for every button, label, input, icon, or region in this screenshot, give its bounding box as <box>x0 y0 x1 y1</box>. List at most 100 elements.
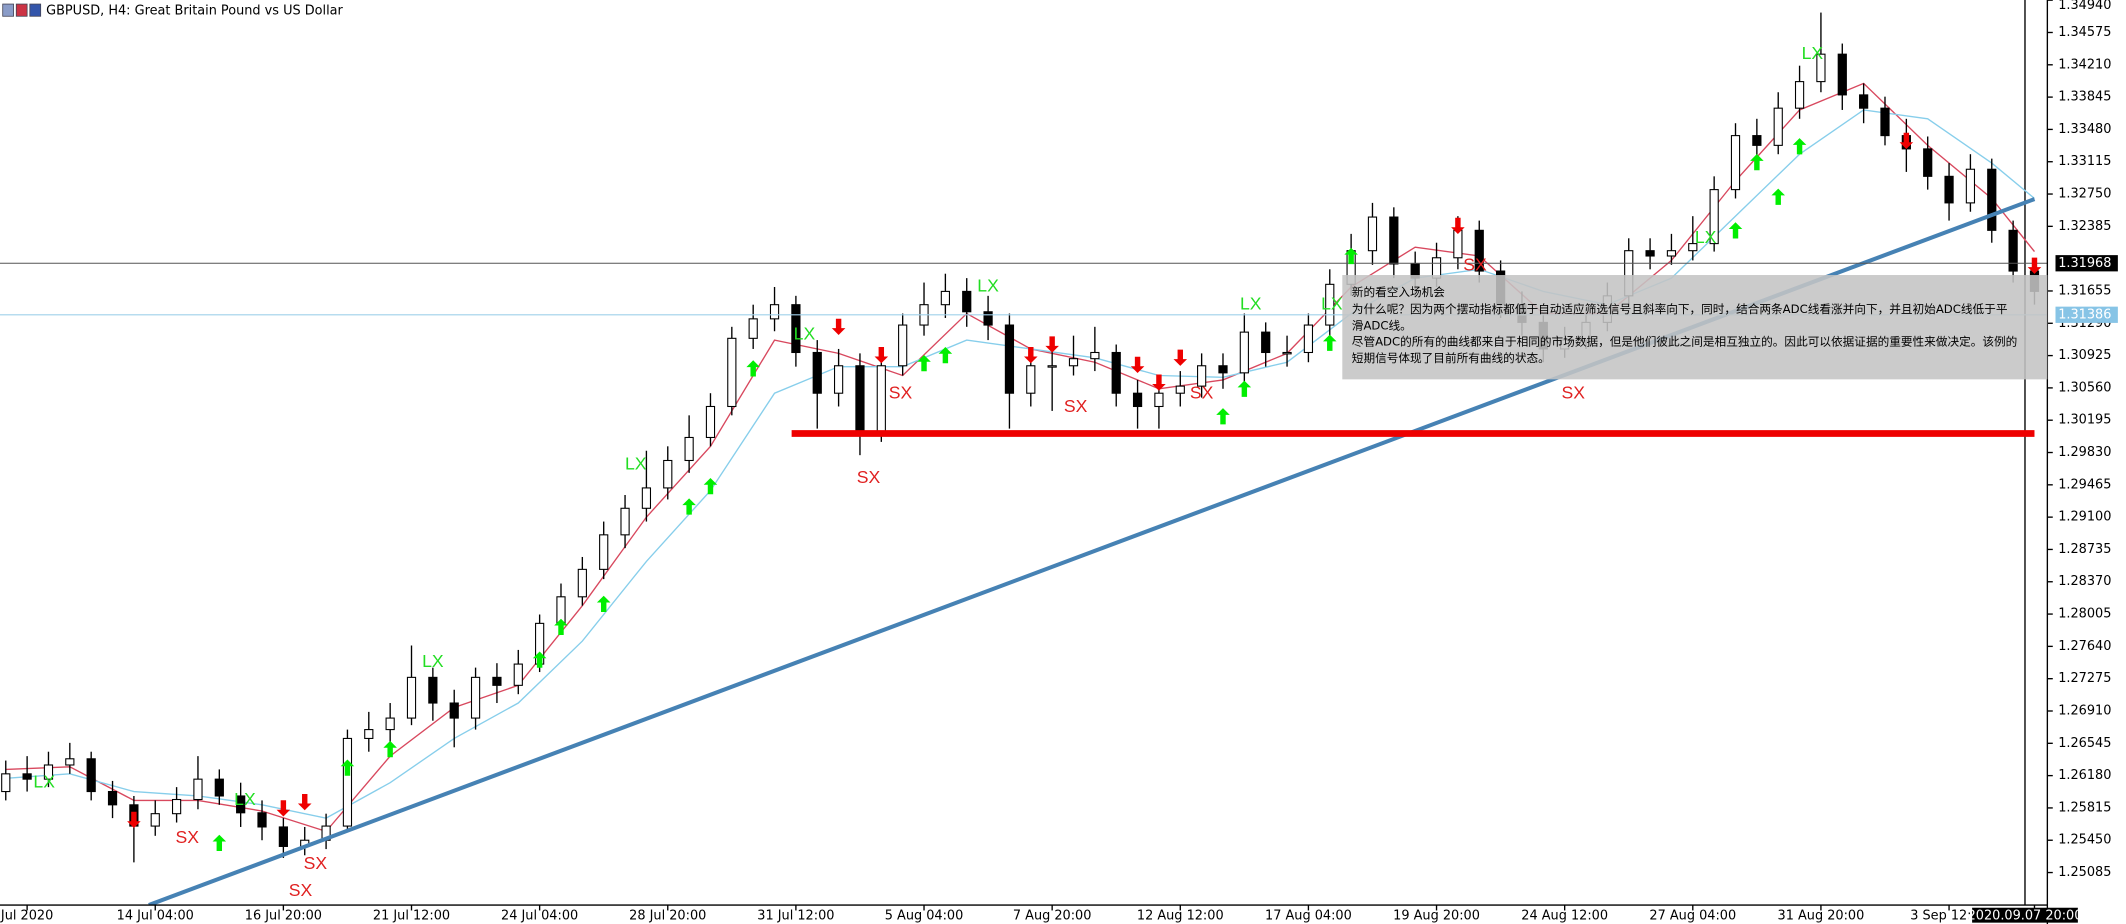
current-price-label: 1.31968 <box>2058 256 2111 271</box>
candle-body <box>449 702 459 719</box>
candle-body <box>1132 392 1143 408</box>
down-arrow <box>1173 349 1188 366</box>
candle-body <box>1175 385 1185 394</box>
candle-body <box>748 318 758 339</box>
candle-body <box>705 405 716 439</box>
candle-body <box>406 676 417 719</box>
y-tick-label: 1.33845 <box>2058 90 2111 105</box>
x-tick-label: 16 Jul 20:00 <box>245 908 322 923</box>
candle-body <box>1282 351 1292 355</box>
candle-body <box>193 778 203 801</box>
x-label-highlight <box>1972 907 2078 923</box>
up-arrow <box>1322 334 1337 351</box>
down-arrow <box>127 811 141 829</box>
candle-body <box>236 795 246 814</box>
lx-label: LX <box>1240 293 1262 313</box>
candle-body <box>983 311 993 326</box>
annotation-box <box>1342 275 2048 380</box>
up-arrow <box>1728 222 1743 239</box>
x-tick-label: 12 Aug 12:00 <box>1137 908 1224 923</box>
candle-body <box>1218 365 1228 374</box>
y-tick-label: 1.34210 <box>2058 57 2111 72</box>
x-tick-label: 19 Aug 20:00 <box>1393 908 1480 923</box>
ask-price-label: 1.31386 <box>2058 307 2111 322</box>
x-tick-label: 28 Jul 20:00 <box>629 908 706 923</box>
candle-body <box>1816 53 1826 83</box>
candle-body <box>1026 365 1036 394</box>
annotation-title: 新的看空入场机会 <box>1352 285 1446 299</box>
candle-body <box>898 324 908 367</box>
sx-label: SX <box>176 827 200 847</box>
y-tick-label: 1.26180 <box>2058 768 2111 783</box>
down-arrow <box>1451 217 1465 235</box>
candle-body <box>513 663 523 686</box>
icons <box>2 3 42 17</box>
y-tick-label: 1.32750 <box>2058 187 2111 202</box>
current-price-box <box>2055 255 2118 272</box>
x-tick-label: 17 Aug 04:00 <box>1265 908 1352 923</box>
candle-body <box>150 813 160 827</box>
lx-label: LX <box>234 789 256 809</box>
up-arrow <box>554 618 568 636</box>
sx-label: SX <box>857 467 881 487</box>
candle-body <box>855 365 865 434</box>
sx-label: SX <box>289 880 313 900</box>
candle-body <box>1239 331 1249 374</box>
candle-body <box>1474 229 1484 272</box>
candle-body <box>1773 107 1783 146</box>
candle-body <box>620 507 630 536</box>
x-tick-label: 5 Aug 04:00 <box>885 908 964 923</box>
candle-body <box>1987 168 1997 231</box>
candle-body <box>1752 135 1762 146</box>
y-tick-label: 1.33480 <box>2058 122 2111 137</box>
candle-body <box>364 729 374 739</box>
down-arrow <box>276 800 291 817</box>
candle-body <box>1859 94 1869 109</box>
ask-price-box <box>2055 306 2118 323</box>
y-tick-label: 1.28735 <box>2058 542 2111 557</box>
candle-body <box>2008 229 2018 272</box>
y-tick-label: 1.29465 <box>2058 477 2111 492</box>
candle-body <box>65 758 75 766</box>
x-tick-label: 31 Jul 12:00 <box>757 908 834 923</box>
up-arrow <box>1792 138 1807 155</box>
candle-body <box>171 798 182 815</box>
candle-body <box>599 534 609 570</box>
chart-title: GBPUSD, H4: Great Britain Pound vs US Do… <box>46 3 343 18</box>
candle-body <box>43 764 54 780</box>
y-tick-label: 1.25450 <box>2058 833 2111 848</box>
up-arrow <box>1216 408 1230 425</box>
sx-label: SX <box>889 383 913 403</box>
sx-label: SX <box>304 853 328 873</box>
sx-label: SX <box>1190 383 1214 403</box>
lx-label: LX <box>422 651 444 671</box>
lx-label: LX <box>1695 227 1717 247</box>
up-arrow <box>1750 154 1764 171</box>
candle-body <box>812 351 822 394</box>
down-arrow <box>1024 347 1038 364</box>
candle-body <box>86 758 96 793</box>
lx-label: LX <box>794 323 816 343</box>
down-arrow <box>1899 132 1914 150</box>
y-tick-label: 1.34940 <box>2058 0 2111 13</box>
candle-body <box>1 773 11 793</box>
up-arrow <box>938 347 953 364</box>
candle-body <box>1965 168 1976 204</box>
y-tick-label: 1.29100 <box>2058 510 2111 525</box>
lx-label: LX <box>625 454 647 474</box>
y-tick-label: 1.27275 <box>2058 671 2111 686</box>
candle-body <box>257 812 267 828</box>
candle-body <box>1111 351 1121 394</box>
y-tick-label: 1.25085 <box>2058 865 2111 880</box>
candle-body <box>641 487 652 509</box>
candle-body <box>107 791 118 806</box>
up-arrow <box>532 651 547 668</box>
up-arrow <box>1237 380 1252 397</box>
annotation-line: 滑ADC线。 <box>1352 318 1412 332</box>
candle-body <box>1730 135 1741 191</box>
candle-body <box>727 337 737 408</box>
down-arrow <box>831 318 846 335</box>
